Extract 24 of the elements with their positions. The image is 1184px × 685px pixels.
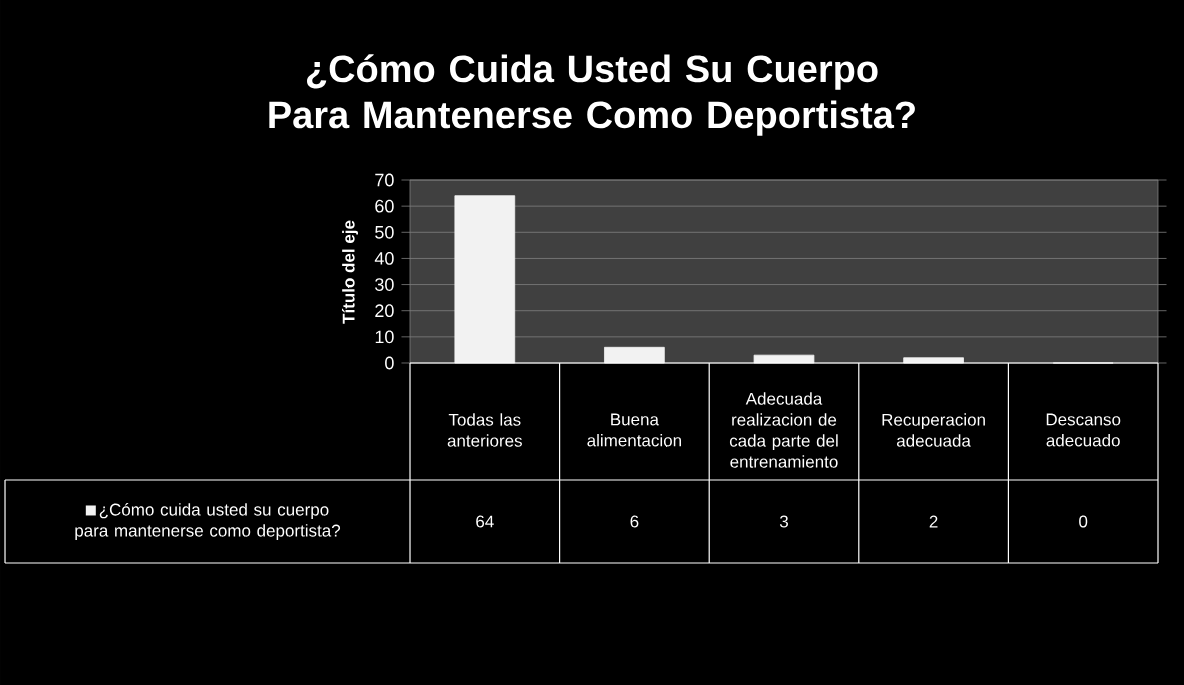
data-label: 0 (1079, 515, 1088, 528)
y-tick-label: 40 (374, 252, 394, 265)
y-tick-label: 70 (375, 173, 394, 187)
y-axis-title: Título del eje (341, 220, 358, 324)
x-tick-label: Buena alimentacion (587, 413, 681, 447)
y-tick-label: 60 (375, 199, 394, 213)
bar (753, 354, 815, 364)
chart-title: ¿Cómo Cuida Usted Su Cuerpo Para Mantenerse Como Deportista? (269, 54, 915, 136)
x-tick-label: Adecuada realizacion de cada parte del entrenamiento (729, 392, 838, 468)
data-label: 6 (630, 515, 639, 528)
data-label: 2 (929, 515, 938, 528)
legend-label: ¿Cómo cuida usted su cuerpo para mantenerse como deportista? (75, 502, 341, 540)
data-label: 64 (476, 515, 494, 528)
y-tick-label: 0 (385, 356, 394, 370)
bar (454, 195, 516, 364)
y-tick-label: 10 (375, 330, 394, 344)
data-label: 3 (779, 515, 788, 528)
x-tick-label: Todas las anteriores (447, 413, 522, 447)
y-tick-label: 20 (375, 304, 394, 318)
y-tick-label: 30 (375, 278, 394, 291)
y-tick-label: 50 (375, 225, 394, 239)
x-tick-label: Recuperacion adecuada (882, 413, 985, 447)
bar (604, 346, 665, 364)
x-tick-label: Descanso adecuado (1046, 413, 1121, 447)
